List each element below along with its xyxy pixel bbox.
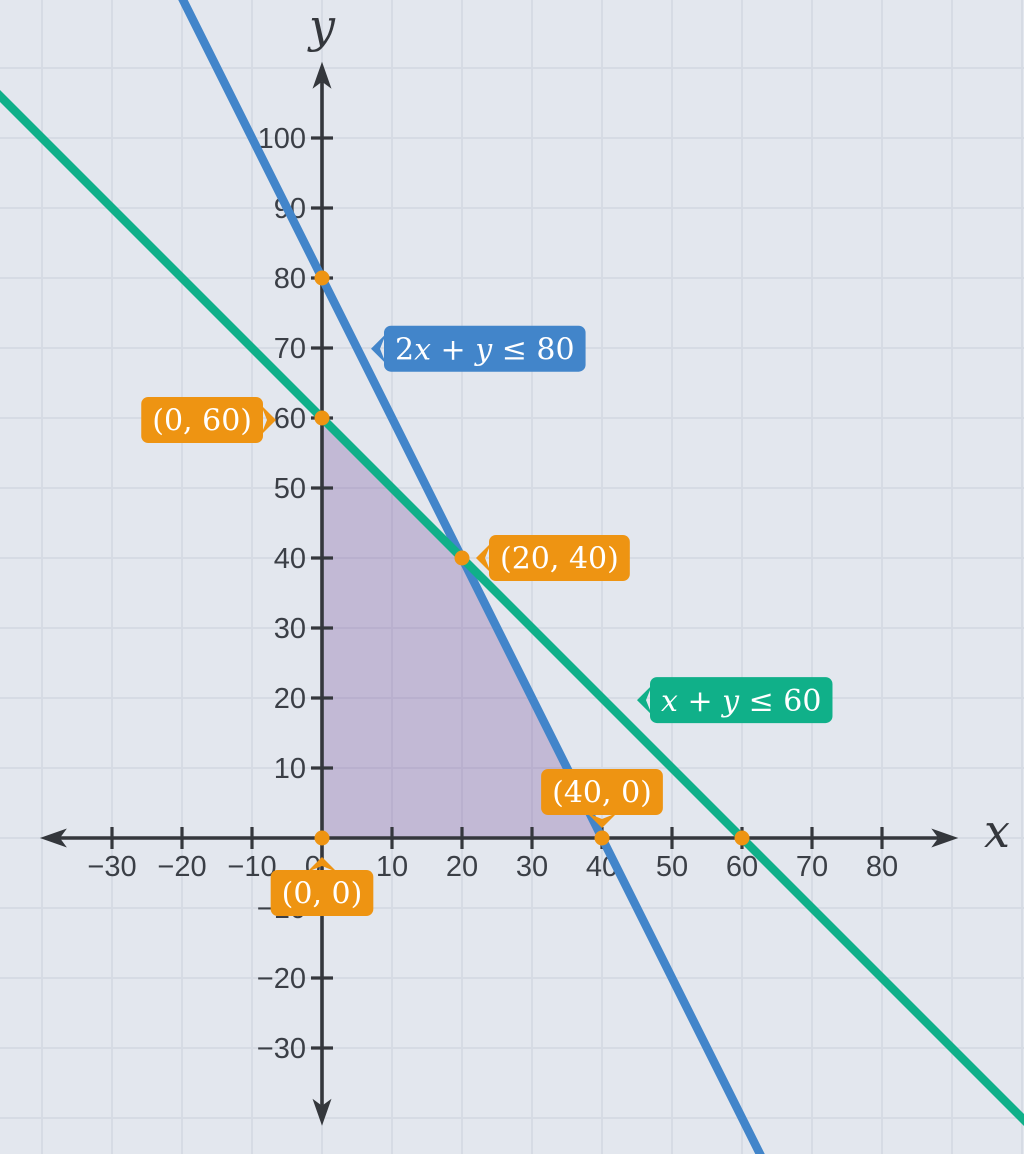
- point-label: (0, 0): [270, 857, 374, 916]
- y-tick-label: 20: [274, 683, 306, 715]
- point-label-box: [489, 535, 630, 581]
- x-axis-label: x: [984, 804, 1010, 858]
- y-tick-label: 40: [274, 543, 306, 575]
- y-tick-label: 100: [258, 123, 306, 155]
- y-tick-label: −20: [257, 963, 306, 995]
- marked-point: [314, 830, 330, 846]
- point-label-box: [270, 870, 374, 916]
- point-label-box: [141, 397, 263, 443]
- y-tick-label: −30: [257, 1033, 306, 1065]
- marked-point: [734, 830, 750, 846]
- y-axis-label: y: [307, 0, 336, 53]
- x-tick-label: 30: [516, 851, 548, 883]
- y-axis-arrow-up: [312, 61, 332, 89]
- point-label: (20, 40): [476, 535, 630, 581]
- x-axis-arrow-left: [39, 828, 67, 848]
- point-label-text: (0, 0): [282, 877, 363, 912]
- equation-label-1-box: [384, 325, 586, 372]
- x-tick-label: 60: [726, 851, 758, 883]
- point-label-box: [541, 769, 663, 815]
- equation-label-1-pointer: [371, 333, 386, 364]
- point-label-pointer: [476, 543, 491, 573]
- x-tick-label: 50: [656, 851, 688, 883]
- point-label: (0, 60): [141, 397, 276, 443]
- equation-label-1: 2x + y ≤ 80: [371, 325, 586, 372]
- marked-point: [454, 550, 470, 566]
- equation-label-2-box: [650, 677, 833, 724]
- point-label-pointer: [307, 857, 337, 872]
- point-label: (40, 0): [541, 769, 663, 828]
- x-tick-label: 80: [866, 851, 898, 883]
- y-tick-label: 70: [274, 333, 306, 365]
- y-axis-arrow-down: [312, 1098, 332, 1126]
- x-axis-arrow-right: [931, 828, 959, 848]
- equation-label-2-pointer: [637, 685, 652, 716]
- equation-label-1-text: 2x + y ≤ 80: [395, 332, 575, 367]
- feasible-region: [322, 418, 602, 838]
- y-tick-label: 10: [274, 753, 306, 785]
- point-label-pointer: [587, 813, 617, 828]
- y-tick-label: 50: [274, 473, 306, 505]
- x-tick-label: −10: [227, 851, 276, 883]
- x-tick-label: −20: [157, 851, 206, 883]
- y-tick-label: 30: [274, 613, 306, 645]
- marked-point: [594, 830, 610, 846]
- point-label-pointer: [261, 405, 276, 435]
- point-label-text: (40, 0): [552, 776, 652, 811]
- point-label-text: (0, 60): [152, 404, 252, 439]
- y-tick-label: 80: [274, 263, 306, 295]
- x-tick-label: 10: [376, 851, 408, 883]
- x-tick-label: 70: [796, 851, 828, 883]
- marked-point: [314, 270, 330, 286]
- y-tick-label: 60: [274, 403, 306, 435]
- x-tick-label: 20: [446, 851, 478, 883]
- marked-point: [314, 410, 330, 426]
- point-label-text: (20, 40): [500, 542, 619, 577]
- equation-label-2-text: x + y ≤ 60: [661, 684, 821, 719]
- equation-label-2: x + y ≤ 60: [637, 677, 833, 724]
- x-tick-label: −30: [87, 851, 136, 883]
- axes: [39, 61, 959, 1126]
